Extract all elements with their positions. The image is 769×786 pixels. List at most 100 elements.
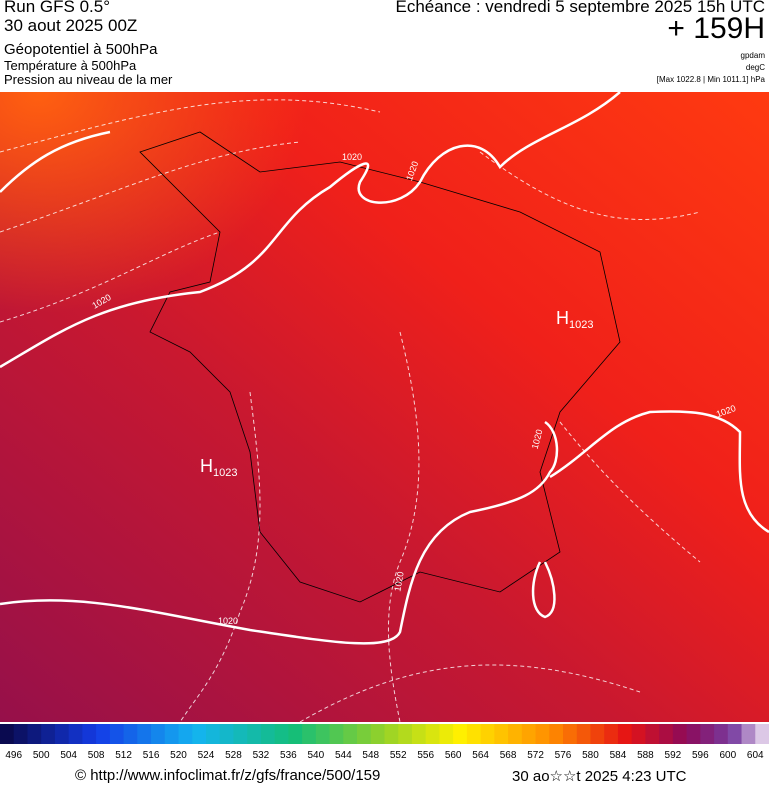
colorbar-swatch xyxy=(521,724,537,744)
colorbar-swatch xyxy=(617,724,633,744)
colorbar-swatch xyxy=(68,724,83,744)
colorbar-label: 524 xyxy=(198,750,215,761)
colorbar-label: 496 xyxy=(5,750,22,761)
colorbar-label: 596 xyxy=(692,750,709,761)
colorbar-swatch xyxy=(192,724,207,744)
colorbar-swatch xyxy=(274,724,289,744)
colorbar-swatch xyxy=(494,724,509,744)
colorbar-swatch xyxy=(425,724,440,744)
colorbar-swatch xyxy=(535,724,550,744)
colorbar-swatch xyxy=(439,724,454,744)
colorbar-label: 592 xyxy=(665,750,682,761)
high-letter: H xyxy=(556,308,569,328)
colorbar-label: 532 xyxy=(253,750,270,761)
isobar-label: 1020 xyxy=(218,616,238,626)
colorbar-label: 600 xyxy=(719,750,736,761)
colorbar-label: 588 xyxy=(637,750,654,761)
pressure-isobars xyxy=(0,92,769,645)
colorbar-swatch xyxy=(137,724,152,744)
colorbar-swatch xyxy=(727,724,743,744)
colorbar-swatch xyxy=(357,724,372,744)
colorbar-label: 512 xyxy=(115,750,132,761)
isobar-label: 1020 xyxy=(342,152,362,162)
colorbar-label: 560 xyxy=(445,750,462,761)
unit: degC xyxy=(745,63,765,72)
colorbar-label: 572 xyxy=(527,750,544,761)
field: Température à 500hPa xyxy=(4,58,137,73)
run: Run GFS 0.5° xyxy=(4,0,111,16)
colorbar-label: 548 xyxy=(362,750,379,761)
colorbar-label: 604 xyxy=(747,750,764,761)
temperature-contours xyxy=(0,99,701,722)
colorbar-swatch xyxy=(343,724,358,744)
timestamp: 30 ao☆☆t 2025 4:23 UTC xyxy=(512,768,687,785)
colorbar-swatch xyxy=(123,724,138,744)
country-outline xyxy=(139,131,621,603)
colorbar-swatch xyxy=(755,724,769,744)
colorbar-label: 504 xyxy=(60,750,77,761)
colorbar-swatch xyxy=(590,724,605,744)
colorbar-label: 564 xyxy=(472,750,489,761)
colorbar-label: 576 xyxy=(555,750,572,761)
colorbar-swatch xyxy=(151,724,166,744)
unit: [Max 1022.8 | Min 1011.1] hPa xyxy=(656,75,765,84)
colorbar-swatch xyxy=(563,724,578,744)
colorbar-swatch xyxy=(576,724,591,744)
colorbar-swatch xyxy=(714,724,729,744)
colorbar-swatch xyxy=(659,724,674,744)
colorbar-label: 528 xyxy=(225,750,242,761)
colorbar-label: 568 xyxy=(500,750,517,761)
colorbar-swatch xyxy=(631,724,646,744)
colorbar-swatch xyxy=(205,724,221,744)
field-shading xyxy=(0,92,769,722)
unit: gpdam xyxy=(740,51,765,60)
high-value: 1023 xyxy=(213,467,237,479)
colorbar-label: 536 xyxy=(280,750,297,761)
colorbar-swatch xyxy=(13,724,28,744)
colorbar-swatch xyxy=(398,724,413,744)
colorbar-swatch xyxy=(700,724,715,744)
colorbar-label: 584 xyxy=(610,750,627,761)
colorbar-swatch xyxy=(508,724,523,744)
colorbar-label: 580 xyxy=(582,750,599,761)
isobar-label: 1020 xyxy=(392,571,405,592)
colorbar-swatch xyxy=(411,724,427,744)
colorbar-swatch xyxy=(247,724,262,744)
field: Pression au niveau de la mer xyxy=(4,72,173,87)
colorbar-swatch xyxy=(288,724,303,744)
colorbar-swatch xyxy=(384,724,399,744)
colorbar: 496 500 504 508 512 516 520 524 528 532 536 540 544 5… xyxy=(0,724,769,761)
colorbar-swatch xyxy=(96,724,111,744)
colorbar-swatch xyxy=(27,724,42,744)
colorbar-swatch xyxy=(480,724,495,744)
forecast: Echéance : vendredi 5 septembre 2025 15h… xyxy=(395,0,765,16)
run-date: 30 aout 2025 00Z xyxy=(4,16,138,35)
colorbar-swatch xyxy=(178,724,193,744)
high-value: 1023 xyxy=(569,319,593,331)
lead-time: + 159H xyxy=(667,12,765,45)
colorbar-label: 540 xyxy=(307,750,324,761)
colorbar-swatch xyxy=(164,724,180,744)
colorbar-swatch xyxy=(686,724,701,744)
colorbar-swatch xyxy=(41,724,56,744)
colorbar-label: 500 xyxy=(33,750,50,761)
colorbar-swatch xyxy=(260,724,276,744)
colorbar-swatch xyxy=(82,724,97,744)
colorbar-label: 552 xyxy=(390,750,407,761)
colorbar-label: 516 xyxy=(143,750,160,761)
colorbar-swatch xyxy=(315,724,331,744)
colorbar-label: 520 xyxy=(170,750,187,761)
colorbar-swatch xyxy=(329,724,344,744)
colorbar-label: 544 xyxy=(335,750,352,761)
field: Géopotentiel à 500hPa xyxy=(4,41,158,58)
colorbar-label: 508 xyxy=(88,750,105,761)
colorbar-swatch xyxy=(109,724,125,744)
colorbar-swatch xyxy=(604,724,619,744)
colorbar-swatch xyxy=(219,724,234,744)
source-url: © http://www.infoclimat.fr/z/gfs/france/… xyxy=(75,767,381,784)
high-pressure-center: H1023 xyxy=(556,308,593,331)
colorbar-swatch xyxy=(453,724,468,744)
colorbar-swatch xyxy=(233,724,248,744)
